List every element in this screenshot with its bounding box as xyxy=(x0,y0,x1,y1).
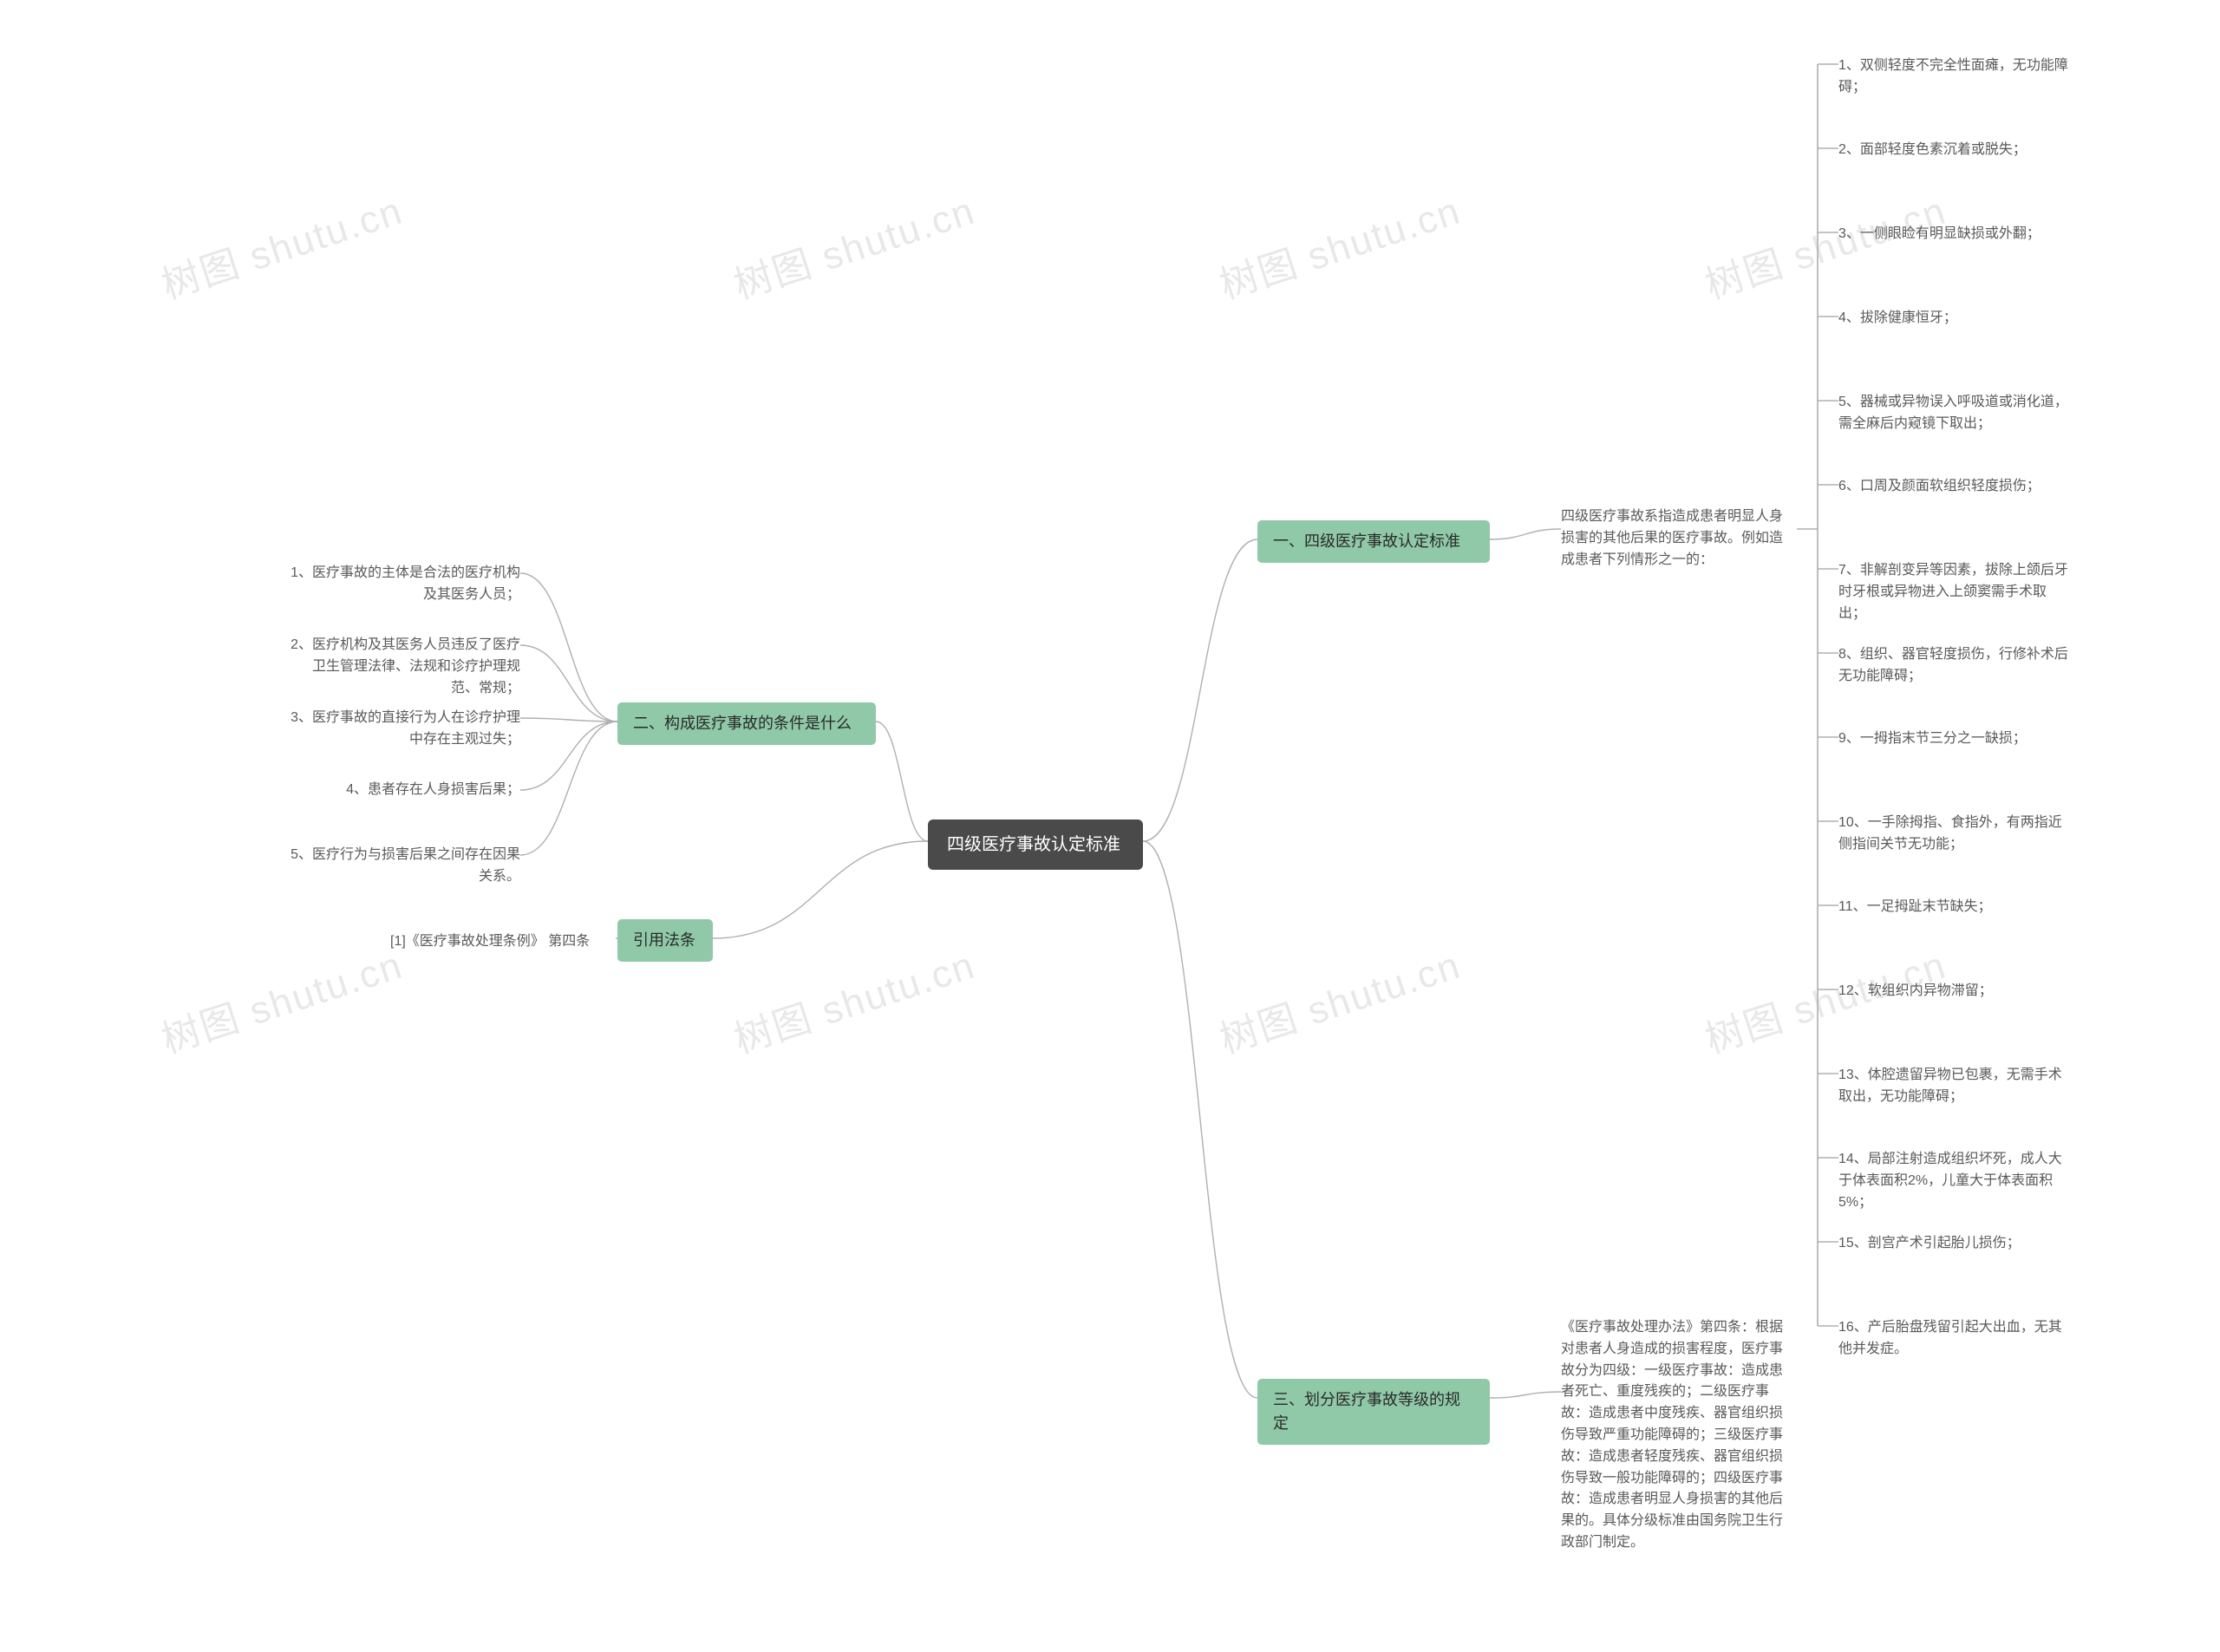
standard-item: 10、一手除拇指、食指外，有两指近侧指间关节无功能； xyxy=(1838,809,2073,859)
standard-item: 5、器械或异物误入呼吸道或消化道，需全麻后内窥镜下取出； xyxy=(1838,389,2073,439)
standard-item: 15、剖宫产术引起胎儿损伤； xyxy=(1838,1230,2073,1258)
branch-conditions: 二、构成医疗事故的条件是什么 xyxy=(617,702,876,745)
standard-item: 6、口周及颜面软组织轻度损伤； xyxy=(1838,473,2073,501)
standard-item: 13、体腔遗留异物已包裹，无需手术取出，无功能障碍； xyxy=(1838,1061,2073,1112)
standard-item: 9、一拇指末节三分之一缺损； xyxy=(1838,725,2073,754)
watermark-text: 树图 shutu.cn xyxy=(1211,180,1466,310)
branch-standard-intro: 四级医疗事故系指造成患者明显人身损害的其他后果的医疗事故。例如造成患者下列情形之… xyxy=(1561,503,1795,574)
condition-item: 5、医疗行为与损害后果之间存在因果关系。 xyxy=(286,841,520,891)
branch-standard: 一、四级医疗事故认定标准 xyxy=(1257,520,1490,563)
standard-item: 16、产后胎盘残留引起大出血，无其他并发症。 xyxy=(1838,1314,2073,1364)
standard-item: 2、面部轻度色素沉着或脱失； xyxy=(1838,136,2073,165)
standard-item: 7、非解剖变异等因素，拔除上颌后牙时牙根或异物进入上颌窦需手术取出； xyxy=(1838,557,2073,628)
branch-grading: 三、划分医疗事故等级的规定 xyxy=(1257,1379,1490,1445)
root-node: 四级医疗事故认定标准 xyxy=(928,819,1143,870)
branch-reference: 引用法条 xyxy=(617,919,713,962)
watermark-text: 树图 shutu.cn xyxy=(153,934,408,1064)
standard-item: 11、一足拇趾末节缺失； xyxy=(1838,893,2073,922)
watermark-text: 树图 shutu.cn xyxy=(1211,934,1466,1064)
watermark-text: 树图 shutu.cn xyxy=(153,180,408,310)
branch-grading-text: 《医疗事故处理办法》第四条：根据对患者人身造成的损害程度，医疗事故分为四级：一级… xyxy=(1561,1314,1795,1557)
standard-item: 14、局部注射造成组织坏死，成人大于体表面积2%，儿童大于体表面积5%； xyxy=(1838,1146,2073,1217)
standard-item: 12、软组织内异物滞留； xyxy=(1838,977,2073,1006)
condition-item: 1、医疗事故的主体是合法的医疗机构及其医务人员； xyxy=(286,559,520,610)
standard-item: 1、双侧轻度不完全性面瘫，无功能障碍； xyxy=(1838,52,2073,102)
standard-item: 3、一侧眼睑有明显缺损或外翻； xyxy=(1838,220,2073,249)
branch-reference-text: [1]《医疗事故处理条例》 第四条 xyxy=(390,928,616,957)
standard-item: 4、拔除健康恒牙； xyxy=(1838,304,2073,333)
condition-item: 4、患者存在人身损害后果； xyxy=(286,776,520,805)
watermark-text: 树图 shutu.cn xyxy=(726,934,981,1064)
watermark-text: 树图 shutu.cn xyxy=(726,180,981,310)
standard-item: 8、组织、器官轻度损伤，行修补术后无功能障碍； xyxy=(1838,641,2073,691)
condition-item: 3、医疗事故的直接行为人在诊疗护理中存在主观过失； xyxy=(286,704,520,754)
condition-item: 2、医疗机构及其医务人员违反了医疗卫生管理法律、法规和诊疗护理规范、常规； xyxy=(286,631,520,702)
